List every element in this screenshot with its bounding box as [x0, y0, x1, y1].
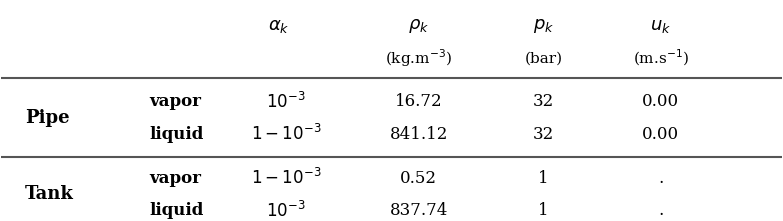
Text: Pipe: Pipe	[25, 109, 70, 127]
Text: $\rho_k$: $\rho_k$	[408, 17, 429, 35]
Text: $1 - 10^{-3}$: $1 - 10^{-3}$	[251, 168, 322, 188]
Text: 1: 1	[539, 202, 549, 219]
Text: $10^{-3}$: $10^{-3}$	[266, 92, 306, 112]
Text: $\alpha_k$: $\alpha_k$	[268, 17, 289, 35]
Text: (kg.m$^{-3}$): (kg.m$^{-3}$)	[385, 47, 453, 69]
Text: 1: 1	[539, 170, 549, 187]
Text: vapor: vapor	[150, 170, 202, 187]
Text: 0.52: 0.52	[400, 170, 438, 187]
Text: liquid: liquid	[150, 202, 204, 219]
Text: 837.74: 837.74	[390, 202, 448, 219]
Text: 0.00: 0.00	[642, 93, 679, 110]
Text: vapor: vapor	[150, 93, 202, 110]
Text: $10^{-3}$: $10^{-3}$	[266, 200, 306, 221]
Text: $u_k$: $u_k$	[650, 17, 671, 35]
Text: $p_k$: $p_k$	[533, 17, 554, 35]
Text: 16.72: 16.72	[395, 93, 442, 110]
Text: 841.12: 841.12	[390, 126, 448, 143]
Text: $1 - 10^{-3}$: $1 - 10^{-3}$	[251, 124, 322, 145]
Text: .: .	[658, 202, 663, 219]
Text: 32: 32	[533, 126, 554, 143]
Text: 32: 32	[533, 93, 554, 110]
Text: Tank: Tank	[25, 185, 74, 203]
Text: (bar): (bar)	[525, 51, 563, 65]
Text: .: .	[658, 170, 663, 187]
Text: liquid: liquid	[150, 126, 204, 143]
Text: (m.s$^{-1}$): (m.s$^{-1}$)	[633, 48, 689, 69]
Text: 0.00: 0.00	[642, 126, 679, 143]
